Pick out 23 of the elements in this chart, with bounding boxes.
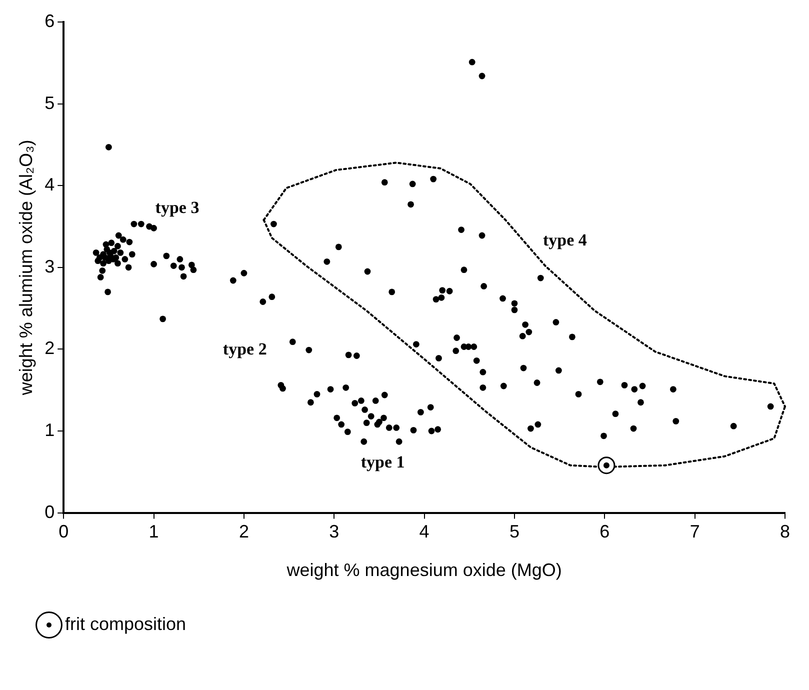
y-tick-label: 4 xyxy=(44,174,55,195)
x-tick-label: 6 xyxy=(600,522,610,542)
y-tick-label: 5 xyxy=(44,92,55,113)
x-tick-label: 2 xyxy=(238,522,249,542)
x-tick-label: 7 xyxy=(690,522,700,542)
annotation: type 4 xyxy=(543,230,588,250)
x-tick-label: 0 xyxy=(58,522,69,542)
y-tick-label: 6 xyxy=(44,10,55,31)
annotation: type 2 xyxy=(222,339,267,358)
y-tick-label: 3 xyxy=(44,256,55,276)
x-tick-label: 8 xyxy=(780,522,790,542)
annotation: type 3 xyxy=(155,198,200,217)
x-tick-label: 3 xyxy=(329,522,340,542)
x-tick-label: 4 xyxy=(419,522,430,542)
y-tick-label: 0 xyxy=(44,502,55,522)
x-axis-title: weight % magnesium oxide (MgO) xyxy=(286,560,562,580)
x-tick-label: 5 xyxy=(509,522,520,542)
annotation: type 1 xyxy=(360,452,405,472)
x-tick-label: 1 xyxy=(148,522,159,542)
y-tick-label: 2 xyxy=(44,338,55,358)
legend-label: frit composition xyxy=(65,614,186,634)
y-tick-label: 1 xyxy=(44,420,55,440)
y-axis-title: weight % alumium oxide (Al₂O₃) xyxy=(16,140,36,396)
